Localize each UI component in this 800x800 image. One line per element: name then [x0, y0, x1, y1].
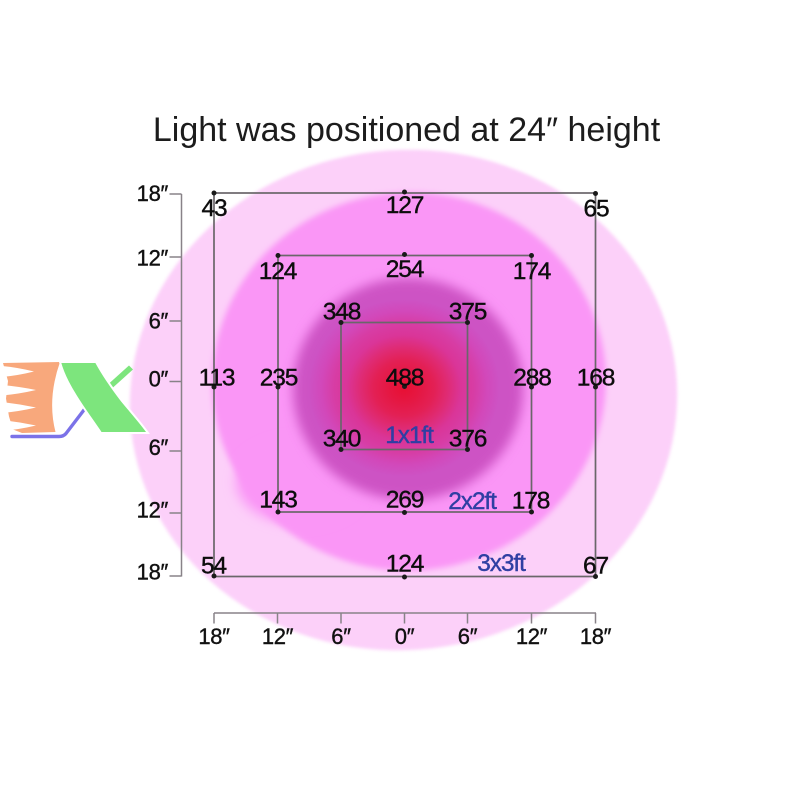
svg-text:18″: 18″ [137, 560, 169, 585]
svg-text:6″: 6″ [149, 309, 169, 334]
svg-text:0″: 0″ [149, 367, 169, 392]
svg-text:65: 65 [583, 196, 609, 223]
svg-text:3x3ft: 3x3ft [477, 550, 526, 577]
svg-text:254: 254 [386, 256, 424, 283]
svg-text:54: 54 [201, 553, 227, 580]
svg-text:18″: 18″ [137, 181, 169, 206]
svg-text:67: 67 [583, 553, 609, 580]
svg-text:288: 288 [513, 365, 551, 392]
svg-text:488: 488 [386, 365, 424, 392]
svg-text:269: 269 [386, 487, 424, 514]
svg-text:340: 340 [323, 426, 361, 453]
svg-text:127: 127 [386, 192, 424, 219]
svg-text:18″: 18″ [580, 624, 612, 649]
svg-text:12″: 12″ [262, 624, 294, 649]
svg-text:6″: 6″ [458, 624, 478, 649]
svg-text:6″: 6″ [149, 435, 169, 460]
svg-text:12″: 12″ [516, 624, 548, 649]
svg-text:376: 376 [449, 426, 487, 453]
svg-text:Light was positioned at 24″ he: Light was positioned at 24″ height [153, 111, 661, 149]
svg-text:12″: 12″ [137, 498, 169, 523]
svg-text:1x1ft: 1x1ft [385, 422, 434, 449]
svg-text:43: 43 [201, 195, 227, 222]
svg-text:124: 124 [259, 258, 297, 285]
svg-text:18″: 18″ [198, 624, 230, 649]
svg-text:2x2ft: 2x2ft [448, 488, 497, 515]
svg-text:6″: 6″ [331, 624, 351, 649]
svg-text:168: 168 [577, 365, 615, 392]
svg-text:174: 174 [513, 258, 551, 285]
svg-text:113: 113 [199, 365, 235, 392]
svg-text:0″: 0″ [395, 624, 415, 649]
svg-text:178: 178 [512, 488, 550, 515]
svg-text:124: 124 [386, 551, 424, 578]
svg-text:235: 235 [260, 365, 298, 392]
svg-text:375: 375 [449, 299, 487, 326]
svg-text:143: 143 [259, 487, 297, 514]
svg-text:348: 348 [323, 299, 361, 326]
svg-text:12″: 12″ [137, 246, 169, 271]
